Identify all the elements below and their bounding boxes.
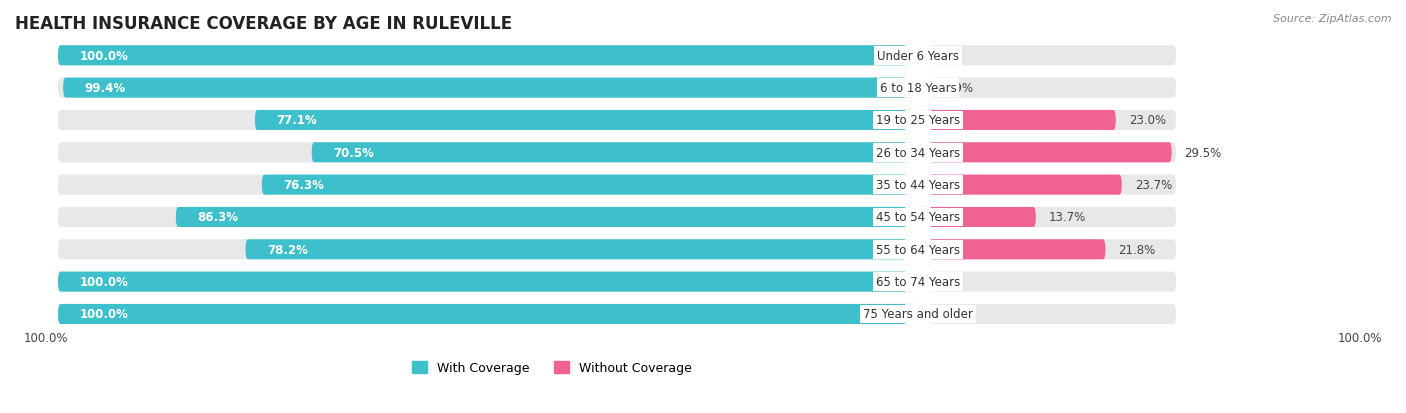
Text: 0.0%: 0.0% <box>931 50 960 63</box>
Text: 45 to 54 Years: 45 to 54 Years <box>876 211 960 224</box>
FancyBboxPatch shape <box>58 272 918 292</box>
FancyBboxPatch shape <box>918 111 1116 131</box>
FancyBboxPatch shape <box>905 110 931 131</box>
FancyBboxPatch shape <box>58 304 918 324</box>
FancyBboxPatch shape <box>905 175 931 195</box>
Text: 26 to 34 Years: 26 to 34 Years <box>876 147 960 159</box>
FancyBboxPatch shape <box>58 240 1175 260</box>
FancyBboxPatch shape <box>905 207 931 228</box>
FancyBboxPatch shape <box>918 240 1105 260</box>
Text: 29.5%: 29.5% <box>1185 147 1222 159</box>
FancyBboxPatch shape <box>918 207 1036 228</box>
Text: 0.59%: 0.59% <box>936 82 973 95</box>
FancyBboxPatch shape <box>58 304 1175 324</box>
FancyBboxPatch shape <box>58 143 1175 163</box>
FancyBboxPatch shape <box>63 78 918 98</box>
FancyBboxPatch shape <box>58 175 1175 195</box>
FancyBboxPatch shape <box>58 272 1175 292</box>
Text: 100.0%: 100.0% <box>1339 331 1382 344</box>
Text: 21.8%: 21.8% <box>1118 243 1156 256</box>
Text: 77.1%: 77.1% <box>277 114 318 127</box>
FancyBboxPatch shape <box>58 207 1175 228</box>
Text: Source: ZipAtlas.com: Source: ZipAtlas.com <box>1274 14 1392 24</box>
FancyBboxPatch shape <box>918 175 1122 195</box>
FancyBboxPatch shape <box>312 143 918 163</box>
Text: 0.0%: 0.0% <box>931 275 960 288</box>
Text: 86.3%: 86.3% <box>197 211 239 224</box>
FancyBboxPatch shape <box>58 46 918 66</box>
Text: 99.4%: 99.4% <box>84 82 125 95</box>
Text: 75 Years and older: 75 Years and older <box>863 308 973 320</box>
FancyBboxPatch shape <box>905 78 931 99</box>
FancyBboxPatch shape <box>905 46 931 66</box>
FancyBboxPatch shape <box>905 142 931 163</box>
FancyBboxPatch shape <box>905 304 931 325</box>
FancyBboxPatch shape <box>918 143 1171 163</box>
Text: 23.7%: 23.7% <box>1135 179 1173 192</box>
Text: 65 to 74 Years: 65 to 74 Years <box>876 275 960 288</box>
Text: 35 to 44 Years: 35 to 44 Years <box>876 179 960 192</box>
FancyBboxPatch shape <box>918 78 924 98</box>
Text: 100.0%: 100.0% <box>80 50 128 63</box>
FancyBboxPatch shape <box>58 111 1175 131</box>
Text: 100.0%: 100.0% <box>80 275 128 288</box>
Text: HEALTH INSURANCE COVERAGE BY AGE IN RULEVILLE: HEALTH INSURANCE COVERAGE BY AGE IN RULE… <box>15 15 512 33</box>
FancyBboxPatch shape <box>176 207 918 228</box>
FancyBboxPatch shape <box>262 175 918 195</box>
Text: 23.0%: 23.0% <box>1129 114 1166 127</box>
Text: 55 to 64 Years: 55 to 64 Years <box>876 243 960 256</box>
FancyBboxPatch shape <box>905 240 931 260</box>
FancyBboxPatch shape <box>58 46 1175 66</box>
Text: 100.0%: 100.0% <box>24 331 67 344</box>
Text: 76.3%: 76.3% <box>284 179 325 192</box>
FancyBboxPatch shape <box>58 78 1175 98</box>
Text: 19 to 25 Years: 19 to 25 Years <box>876 114 960 127</box>
FancyBboxPatch shape <box>246 240 918 260</box>
Text: 78.2%: 78.2% <box>267 243 308 256</box>
FancyBboxPatch shape <box>254 111 918 131</box>
Text: Under 6 Years: Under 6 Years <box>877 50 959 63</box>
Text: 6 to 18 Years: 6 to 18 Years <box>880 82 956 95</box>
Legend: With Coverage, Without Coverage: With Coverage, Without Coverage <box>406 356 697 380</box>
Text: 70.5%: 70.5% <box>333 147 374 159</box>
Text: 0.0%: 0.0% <box>931 308 960 320</box>
Text: 100.0%: 100.0% <box>80 308 128 320</box>
Text: 13.7%: 13.7% <box>1049 211 1085 224</box>
FancyBboxPatch shape <box>905 272 931 292</box>
